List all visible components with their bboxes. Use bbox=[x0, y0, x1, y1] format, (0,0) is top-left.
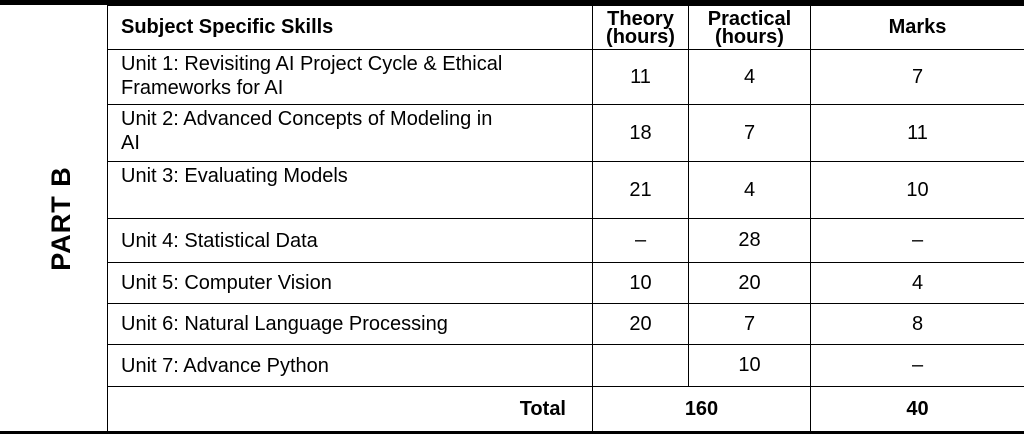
syllabus-table: Subject Specific Skills Theory (hours) P… bbox=[107, 5, 1024, 432]
theory-cell: 20 bbox=[592, 303, 689, 345]
unit-cell: Unit 1: Revisiting AI Project Cycle & Et… bbox=[107, 49, 593, 105]
part-label-cell: PART B bbox=[15, 5, 107, 431]
total-row: Total 160 40 bbox=[107, 386, 1024, 432]
table-row: Unit 1: Revisiting AI Project Cycle & Et… bbox=[107, 49, 1024, 105]
unit-line1: Unit 1: Revisiting AI Project Cycle & Et… bbox=[121, 53, 503, 75]
table-row: Unit 6: Natural Language Processing 20 7… bbox=[107, 303, 1024, 345]
header-theory-line2: (hours) bbox=[606, 25, 675, 48]
marks-cell: 11 bbox=[810, 104, 1024, 162]
marks-cell: 8 bbox=[810, 303, 1024, 345]
unit-cell: Unit 3: Evaluating Models bbox=[107, 161, 593, 219]
theory-cell: 21 bbox=[592, 161, 689, 219]
header-theory-line1: Theory bbox=[607, 7, 674, 30]
header-marks: Marks bbox=[810, 5, 1024, 50]
header-row: Subject Specific Skills Theory (hours) P… bbox=[107, 5, 1024, 50]
unit-cell: Unit 6: Natural Language Processing bbox=[107, 303, 593, 345]
total-hours: 160 bbox=[592, 386, 811, 432]
unit-cell: Unit 7: Advance Python bbox=[107, 344, 593, 387]
unit-line1: Unit 2: Advanced Concepts of Modeling in bbox=[121, 108, 493, 130]
practical-cell: 7 bbox=[688, 104, 811, 162]
table-row: Unit 3: Evaluating Models 21 4 10 bbox=[107, 161, 1024, 219]
unit-line2: Frameworks for AI bbox=[121, 77, 284, 99]
theory-cell bbox=[592, 344, 689, 387]
header-practical: Practical (hours) bbox=[688, 5, 811, 50]
header-practical-line2: (hours) bbox=[715, 25, 784, 48]
practical-cell: 7 bbox=[688, 303, 811, 345]
table-row: Unit 7: Advance Python 10 – bbox=[107, 344, 1024, 387]
table-row: Unit 5: Computer Vision 10 20 4 bbox=[107, 262, 1024, 304]
marks-cell: – bbox=[810, 218, 1024, 263]
marks-cell: 4 bbox=[810, 262, 1024, 304]
part-label: PART B bbox=[45, 165, 76, 271]
theory-cell: – bbox=[592, 218, 689, 263]
top-rule bbox=[0, 0, 1024, 5]
practical-cell: 10 bbox=[688, 344, 811, 387]
marks-cell: – bbox=[810, 344, 1024, 387]
practical-cell: 20 bbox=[688, 262, 811, 304]
unit-cell: Unit 5: Computer Vision bbox=[107, 262, 593, 304]
bottom-rule bbox=[0, 431, 1024, 434]
theory-cell: 10 bbox=[592, 262, 689, 304]
practical-cell: 4 bbox=[688, 161, 811, 219]
practical-cell: 4 bbox=[688, 49, 811, 105]
header-theory: Theory (hours) bbox=[592, 5, 689, 50]
unit-cell: Unit 4: Statistical Data bbox=[107, 218, 593, 263]
theory-cell: 18 bbox=[592, 104, 689, 162]
table-row: Unit 2: Advanced Concepts of Modeling in… bbox=[107, 104, 1024, 162]
marks-cell: 7 bbox=[810, 49, 1024, 105]
practical-cell: 28 bbox=[688, 218, 811, 263]
header-skill: Subject Specific Skills bbox=[107, 5, 593, 50]
theory-cell: 11 bbox=[592, 49, 689, 105]
unit-line1: Unit 3: Evaluating Models bbox=[121, 165, 348, 187]
header-practical-line1: Practical bbox=[707, 7, 792, 30]
unit-line2: AI bbox=[121, 132, 140, 154]
marks-cell: 10 bbox=[810, 161, 1024, 219]
total-marks: 40 bbox=[810, 386, 1024, 432]
unit-cell: Unit 2: Advanced Concepts of Modeling in… bbox=[107, 104, 593, 162]
table-row: Unit 4: Statistical Data – 28 – bbox=[107, 218, 1024, 263]
total-label: Total bbox=[107, 386, 593, 432]
